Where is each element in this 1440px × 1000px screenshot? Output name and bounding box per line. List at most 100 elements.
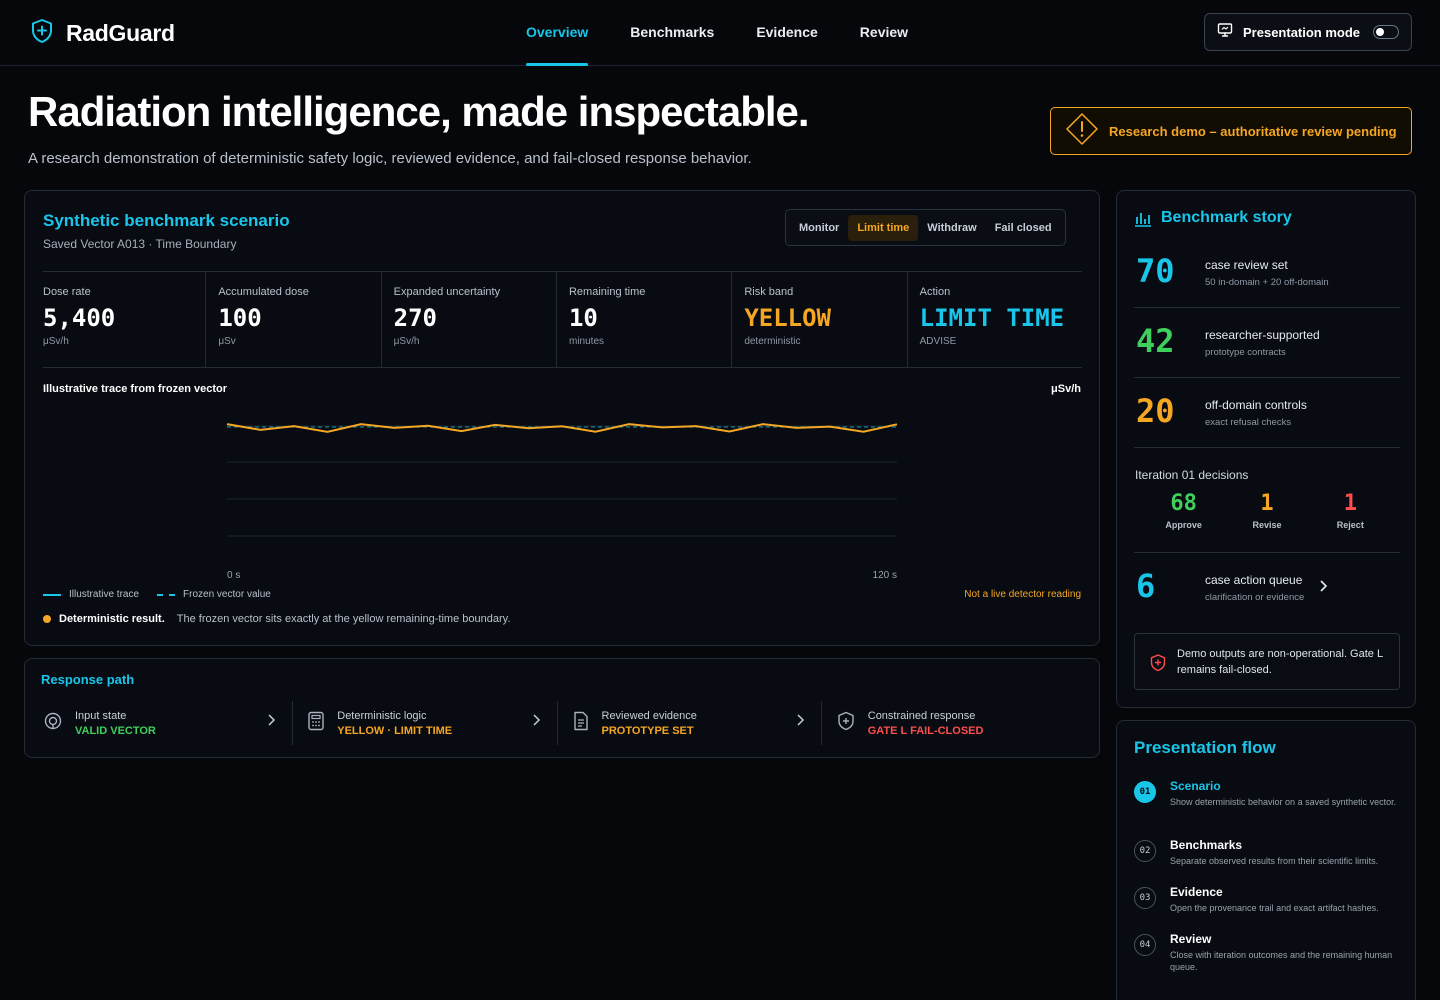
legend-swatch: [43, 593, 61, 596]
flow-step-name: Benchmarks: [1170, 838, 1243, 852]
nav-review[interactable]: Review: [859, 24, 909, 40]
nav-overview[interactable]: Overview: [526, 0, 589, 66]
decision-count: 68: [1170, 491, 1197, 516]
metric-unit: μSv/h: [43, 336, 69, 347]
step-deterministic-logic[interactable]: Deterministic logic YELLOW · LIMIT TIME: [293, 701, 558, 745]
story-title: Benchmark story: [1161, 209, 1292, 226]
metric-action: Action LIMIT TIME ADVISE: [908, 272, 1082, 367]
monitor-icon: [1217, 22, 1233, 43]
presentation-flow-panel: Presentation flow 01 Scenario Show deter…: [1116, 720, 1416, 1000]
story-sublabel: prototype contracts: [1205, 347, 1286, 358]
legend-label: Illustrative trace: [69, 589, 140, 600]
legend-item-trace: Illustrative trace: [43, 589, 139, 600]
flow-step-number: 01: [1134, 781, 1156, 803]
response-path-panel: Response path Input state VALID VECTOR D…: [24, 658, 1100, 758]
response-path-title: Response path: [41, 672, 135, 687]
banner-text: Research demo – authoritative review pen…: [1109, 123, 1397, 139]
metric-unit: μSv/h: [393, 336, 420, 347]
scenario-subtitle: Saved Vector A013 · Time Boundary: [43, 237, 237, 251]
step-input-state[interactable]: Input state VALID VECTOR: [41, 701, 294, 745]
decision-label: Revise: [1252, 520, 1282, 530]
step-value: PROTOTYPE SET: [601, 724, 694, 737]
decision-reject: 1 Reject: [1315, 491, 1385, 552]
story-number: 20: [1136, 392, 1175, 430]
shield-alert-icon: [1149, 654, 1167, 677]
decision-revise: 1 Revise: [1232, 491, 1302, 552]
metric-remaining-time: Remaining time 10 minutes: [557, 272, 733, 367]
case-action-queue-link[interactable]: 6 case action queue clarification or evi…: [1134, 557, 1400, 617]
flow-step-name: Evidence: [1170, 885, 1223, 899]
shield-plus-icon: [30, 18, 54, 49]
top-nav-bar: RadGuard Overview Benchmarks Evidence Re…: [0, 0, 1440, 66]
mode-fail-closed[interactable]: Fail closed: [994, 221, 1052, 234]
legend-item-frozen: Frozen vector value: [157, 589, 271, 600]
nav-evidence[interactable]: Evidence: [756, 24, 818, 40]
iteration-title: Iteration 01 decisions: [1135, 468, 1249, 482]
metric-label: Action: [919, 286, 951, 298]
step-label: Reviewed evidence: [601, 709, 697, 722]
story-row-case-review: 70 case review set 50 in-domain + 20 off…: [1134, 238, 1400, 308]
deterministic-result: Deterministic result. The frozen vector …: [43, 613, 510, 625]
metric-value: 5,400: [43, 304, 116, 332]
story-sublabel: exact refusal checks: [1205, 417, 1292, 428]
scenario-panel: Synthetic benchmark scenario Saved Vecto…: [24, 190, 1100, 646]
decision-count: 1: [1343, 491, 1357, 516]
step-constrained-response[interactable]: Constrained response GATE L FAIL-CLOSED: [822, 701, 1085, 745]
mode-monitor[interactable]: Monitor: [799, 221, 840, 234]
queue-label: case action queue: [1205, 573, 1303, 587]
flow-step-number: 03: [1134, 887, 1156, 909]
scenario-title: Synthetic benchmark scenario: [43, 211, 290, 230]
story-row-off-domain: 20 off-domain controls exact refusal che…: [1134, 378, 1400, 448]
step-value: VALID VECTOR: [75, 724, 156, 737]
flow-step-desc: Close with iteration outcomes and the re…: [1170, 950, 1393, 972]
story-number: 70: [1136, 252, 1175, 290]
shield-icon: [836, 711, 856, 736]
legend-label: Frozen vector value: [183, 589, 271, 600]
legend-swatch: [157, 593, 176, 596]
metric-expanded-uncertainty: Expanded uncertainty 270 μSv/h: [382, 272, 557, 367]
mode-withdraw[interactable]: Withdraw: [927, 221, 977, 234]
calculator-icon: [307, 711, 325, 736]
main-nav: Overview Benchmarks Evidence Review: [526, 0, 908, 66]
presentation-mode-toggle[interactable]: [1373, 25, 1399, 39]
presentation-mode-label: Presentation mode: [1243, 24, 1361, 40]
decision-label: Approve: [1165, 520, 1202, 530]
queue-number: 6: [1136, 567, 1156, 605]
flow-step-number: 02: [1134, 840, 1156, 862]
metric-label: Accumulated dose: [218, 286, 309, 298]
metric-unit: μSv: [218, 336, 236, 347]
notice-text: Demo outputs are non-operational. Gate L…: [1177, 648, 1383, 676]
chart-unit-label: μSv/h: [1051, 383, 1081, 395]
chart-title: Illustrative trace from frozen vector: [43, 383, 228, 395]
story-label: case review set: [1205, 258, 1288, 272]
mode-limit-time[interactable]: Limit time: [848, 214, 919, 241]
metric-accumulated-dose: Accumulated dose 100 μSv: [206, 272, 382, 367]
chart-legend: Illustrative trace Frozen vector value: [43, 589, 271, 600]
review-pending-banner: Research demo – authoritative review pen…: [1050, 107, 1412, 155]
x-tick-label: 0 s: [227, 570, 240, 581]
step-reviewed-evidence[interactable]: Reviewed evidence PROTOTYPE SET: [558, 701, 822, 745]
metric-unit: ADVISE: [919, 336, 957, 347]
metric-dose-rate: Dose rate 5,400 μSv/h: [43, 272, 207, 367]
metric-value: 10: [568, 304, 598, 332]
flow-step-name: Scenario: [1170, 779, 1221, 793]
flow-step-desc: Open the provenance trail and exact arti…: [1170, 903, 1379, 913]
app-name: RadGuard: [66, 20, 175, 46]
warning-icon: [1065, 112, 1099, 151]
presentation-mode-button[interactable]: Presentation mode: [1204, 13, 1412, 51]
metric-value: 100: [218, 304, 262, 332]
mode-segmented-control: Monitor Limit time Withdraw Fail closed: [785, 209, 1066, 246]
metric-unit: minutes: [568, 336, 604, 347]
story-sublabel: 50 in-domain + 20 off-domain: [1205, 277, 1329, 288]
step-value: YELLOW · LIMIT TIME: [337, 724, 453, 737]
metric-risk-band: Risk band YELLOW deterministic: [732, 272, 908, 367]
decision-count: 1: [1260, 491, 1274, 516]
metric-value: 270: [393, 304, 438, 332]
flow-step-number: 04: [1134, 934, 1156, 956]
flow-step-desc: Separate observed results from their sci…: [1170, 856, 1379, 866]
queue-sublabel: clarification or evidence: [1205, 592, 1305, 603]
metric-label: Risk band: [744, 286, 794, 298]
brand[interactable]: RadGuard: [30, 18, 175, 49]
chevron-right-icon: [266, 713, 276, 732]
nav-benchmarks[interactable]: Benchmarks: [630, 24, 715, 40]
